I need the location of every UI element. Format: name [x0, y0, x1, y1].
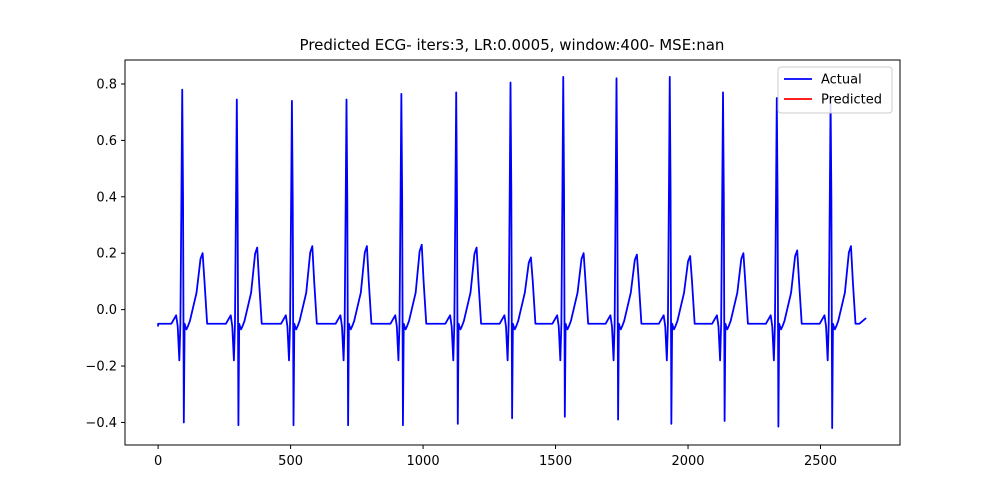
x-tick-label: 500 [278, 454, 303, 469]
legend: Actual Predicted [777, 66, 893, 114]
x-tick-label: 1000 [407, 454, 440, 469]
y-tick-label: −0.4 [85, 416, 117, 431]
series-actual-line [157, 76, 867, 429]
x-tick-label: 2500 [804, 454, 837, 469]
chart-title: Predicted ECG- iters:3, LR:0.0005, windo… [300, 36, 725, 54]
legend-label-actual: Actual [821, 73, 862, 88]
series-layer [157, 76, 867, 429]
x-axis: 0 500 1000 1500 2000 2500 [154, 445, 837, 469]
y-tick-label: −0.2 [85, 360, 117, 375]
legend-label-predicted: Predicted [821, 93, 882, 108]
y-tick-label: 0.8 [96, 77, 117, 92]
x-tick-label: 1500 [539, 454, 572, 469]
x-tick-label: 2000 [671, 454, 704, 469]
y-tick-label: 0.6 [96, 134, 117, 149]
plot-frame [124, 59, 901, 446]
y-tick-label: 0.0 [96, 303, 117, 318]
y-tick-label: 0.2 [96, 247, 117, 262]
x-tick-label: 0 [154, 454, 162, 469]
y-axis: −0.4 −0.2 0.0 0.2 0.4 0.6 0.8 [85, 77, 125, 431]
y-tick-label: 0.4 [96, 190, 117, 205]
